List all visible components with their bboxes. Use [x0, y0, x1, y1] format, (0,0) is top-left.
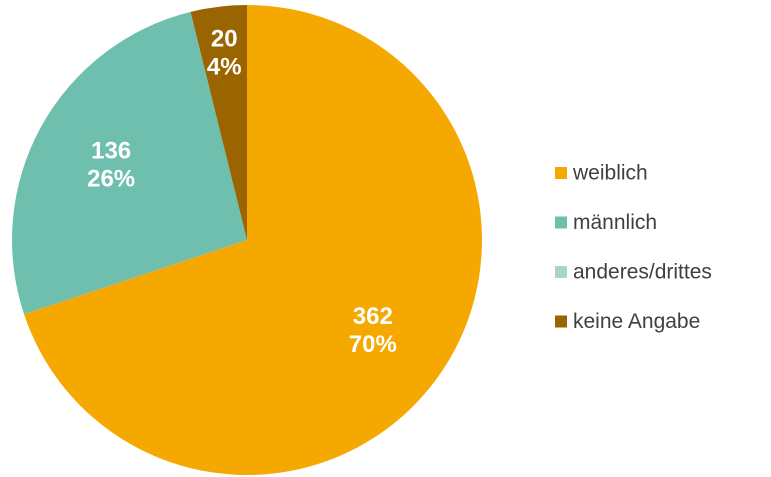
percent-label: 4%: [207, 54, 242, 81]
legend-label: anderes/drittes: [573, 261, 712, 284]
percent-label: 26%: [87, 166, 135, 193]
legend-swatch: [555, 216, 567, 229]
pie-slice: [190, 11, 247, 241]
pie-slice: [24, 5, 483, 476]
legend-swatch: [555, 167, 567, 179]
data-label: 20: [211, 26, 238, 53]
data-label: 136: [91, 138, 131, 165]
legend-label: männlich: [573, 211, 657, 234]
legend-label: weiblich: [572, 162, 648, 185]
legend-swatch: [555, 315, 567, 328]
legend-swatch: [555, 266, 567, 278]
data-label: 362: [353, 303, 393, 330]
percent-label: 70%: [349, 331, 397, 358]
pie-slice: [11, 11, 247, 315]
pie-slice: [190, 5, 247, 240]
legend-label: keine Angabe: [573, 310, 700, 333]
